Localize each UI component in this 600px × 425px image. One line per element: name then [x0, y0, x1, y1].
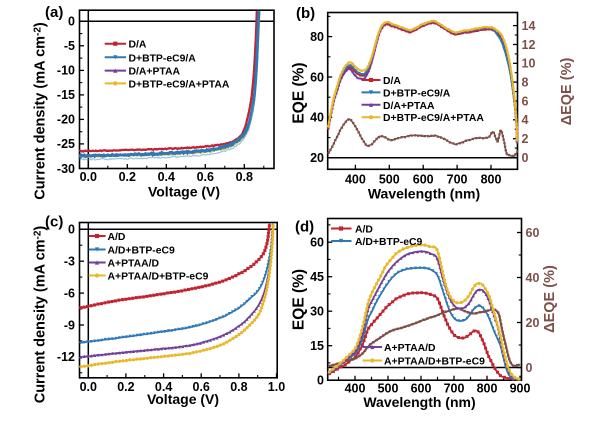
svg-text:45: 45: [310, 270, 324, 284]
svg-text:60: 60: [310, 236, 324, 250]
svg-text:EQE (%): EQE (%): [291, 62, 308, 123]
svg-text:500: 500: [378, 382, 399, 396]
svg-text:D/A+PTAA: D/A+PTAA: [129, 67, 181, 78]
svg-text:20: 20: [310, 151, 324, 165]
svg-text:10: 10: [522, 57, 536, 71]
svg-text:20: 20: [526, 316, 540, 330]
svg-text:-10: -10: [57, 64, 75, 78]
svg-text:60: 60: [310, 70, 324, 84]
svg-text:1.0: 1.0: [268, 380, 285, 394]
svg-text:2: 2: [522, 132, 529, 146]
svg-text:A/D: A/D: [355, 225, 373, 236]
svg-text:40: 40: [526, 271, 540, 285]
svg-text:Current density (mA cm-2): Current density (mA cm-2): [33, 22, 49, 200]
svg-text:0.4: 0.4: [158, 170, 175, 184]
svg-text:0.6: 0.6: [197, 170, 214, 184]
svg-text:700: 700: [444, 382, 465, 396]
svg-text:900: 900: [510, 382, 531, 396]
svg-text:-9: -9: [64, 318, 75, 332]
svg-text:500: 500: [379, 173, 400, 187]
svg-text:40: 40: [310, 111, 324, 125]
svg-text:D+BTP-eC9/A: D+BTP-eC9/A: [129, 53, 197, 64]
svg-text:12: 12: [522, 38, 536, 52]
svg-text:-15: -15: [57, 88, 75, 102]
svg-text:(a): (a): [45, 4, 63, 21]
svg-text:0: 0: [68, 223, 75, 237]
svg-text:700: 700: [447, 173, 468, 187]
svg-text:(c): (c): [45, 214, 63, 231]
svg-text:D/A: D/A: [129, 40, 147, 51]
svg-text:30: 30: [310, 305, 324, 319]
svg-text:-3: -3: [64, 255, 75, 269]
svg-text:-25: -25: [57, 137, 75, 151]
svg-text:600: 600: [411, 382, 432, 396]
svg-text:0: 0: [526, 361, 533, 375]
svg-text:8: 8: [522, 75, 529, 89]
svg-text:Voltage (V): Voltage (V): [148, 184, 220, 200]
svg-text:Wavelength (nm): Wavelength (nm): [368, 186, 480, 202]
svg-text:0.0: 0.0: [80, 170, 97, 184]
svg-text:0.0: 0.0: [80, 380, 97, 394]
svg-text:-6: -6: [64, 286, 75, 300]
svg-text:(d): (d): [295, 219, 314, 236]
svg-text:0.8: 0.8: [230, 380, 247, 394]
svg-text:0: 0: [317, 374, 324, 388]
svg-text:15: 15: [310, 339, 324, 353]
svg-text:0: 0: [522, 151, 529, 165]
svg-text:D/A: D/A: [383, 76, 401, 87]
svg-text:A+PTAA/D: A+PTAA/D: [108, 259, 160, 270]
svg-text:EQE (%): EQE (%): [291, 269, 308, 330]
svg-text:Voltage (V): Voltage (V): [147, 391, 219, 407]
svg-text:0.2: 0.2: [117, 380, 134, 394]
svg-text:Wavelength (nm): Wavelength (nm): [363, 394, 475, 410]
svg-text:A/D+BTP-eC9: A/D+BTP-eC9: [355, 237, 422, 248]
svg-text:A+PTAA/D+BTP-eC9: A+PTAA/D+BTP-eC9: [384, 357, 485, 368]
svg-text:D+BTP-eC9/A+PTAA: D+BTP-eC9/A+PTAA: [383, 113, 484, 124]
svg-text:-12: -12: [57, 350, 75, 364]
svg-text:A+PTAA/D+BTP-eC9: A+PTAA/D+BTP-eC9: [108, 272, 209, 283]
svg-text:0.2: 0.2: [119, 170, 136, 184]
svg-text:A/D: A/D: [108, 232, 126, 243]
svg-text:ΔEQE (%): ΔEQE (%): [542, 265, 558, 333]
svg-text:400: 400: [345, 173, 366, 187]
svg-text:600: 600: [413, 173, 434, 187]
svg-text:-20: -20: [57, 113, 75, 127]
svg-text:60: 60: [526, 226, 540, 240]
svg-text:A+PTAA/D: A+PTAA/D: [384, 343, 436, 354]
svg-text:0.6: 0.6: [193, 380, 210, 394]
svg-text:D+BTP-eC9/A: D+BTP-eC9/A: [383, 88, 451, 99]
svg-text:4: 4: [522, 113, 529, 127]
svg-text:ΔEQE (%): ΔEQE (%): [559, 58, 575, 126]
svg-text:6: 6: [522, 94, 529, 108]
svg-text:800: 800: [481, 173, 502, 187]
svg-text:-30: -30: [57, 162, 75, 176]
svg-text:14: 14: [522, 19, 536, 33]
svg-text:80: 80: [310, 30, 324, 44]
svg-text:D/A+PTAA: D/A+PTAA: [383, 101, 435, 112]
svg-text:400: 400: [345, 382, 366, 396]
svg-text:A/D+BTP-eC9: A/D+BTP-eC9: [108, 246, 175, 257]
svg-text:800: 800: [477, 382, 498, 396]
svg-text:D+BTP-eC9/A+PTAA: D+BTP-eC9/A+PTAA: [129, 79, 230, 90]
svg-text:0.8: 0.8: [236, 170, 253, 184]
svg-text:Current density (mA cm-2): Current density (mA cm-2): [33, 226, 49, 404]
svg-text:-5: -5: [64, 39, 75, 53]
svg-text:0: 0: [68, 15, 75, 29]
svg-text:0.4: 0.4: [155, 380, 172, 394]
svg-text:(b): (b): [296, 5, 315, 22]
